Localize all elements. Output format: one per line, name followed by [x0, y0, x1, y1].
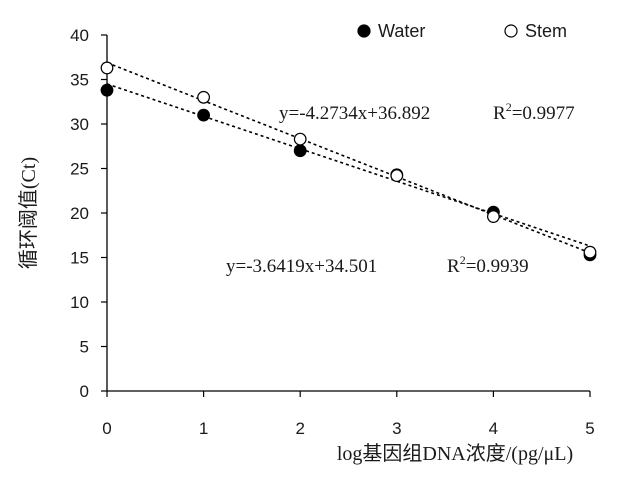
x-axis-title: log基因组DNA浓度/(pg/μL)	[337, 442, 573, 465]
y-tick-label-7: 35	[70, 71, 89, 90]
x-tick-label-4: 4	[489, 419, 498, 438]
y-tick-label-6: 30	[70, 115, 89, 134]
legend-label-water: Water	[378, 21, 425, 41]
tick-labels: 0 5 10 15 20 25 30 35 40 0 1 2 3 4 5	[70, 26, 595, 438]
data-point-stem-2	[293, 132, 307, 146]
y-axis-title: 循环阈值(Ct)	[17, 157, 40, 269]
data-point-stem-4	[487, 210, 500, 223]
stem-trendline-equation: y=-4.2734x+36.892	[279, 103, 430, 124]
legend-marker-stem	[504, 24, 518, 38]
legend-marker-water	[357, 24, 371, 38]
axes	[106, 35, 590, 392]
data-point-stem-3	[390, 169, 404, 183]
water-trendline-equation: y=-3.6419x+34.501	[226, 256, 377, 277]
data-point-water-2	[293, 144, 307, 158]
trendline-equations: y=-4.2734x+36.892 R2=0.9977 y=-3.6419x+3…	[226, 100, 575, 277]
legend-label-stem: Stem	[525, 21, 567, 41]
data-point-stem-1	[197, 90, 211, 104]
data-point-stem-5	[583, 245, 597, 259]
x-tick-label-1: 1	[199, 419, 208, 438]
y-tick-label-8: 40	[70, 26, 89, 45]
y-tick-label-5: 25	[70, 160, 89, 179]
y-tick-label-0: 0	[80, 382, 89, 401]
y-tick-label-2: 10	[70, 293, 89, 312]
x-tick-label-0: 0	[102, 419, 111, 438]
data-point-stem-0	[100, 61, 114, 75]
data-points	[100, 61, 597, 262]
trendlines	[106, 61, 591, 254]
data-point-water-0	[100, 83, 114, 97]
y-tick-label-1: 5	[80, 338, 89, 357]
data-point-water-1	[197, 108, 211, 122]
x-tick-label-5: 5	[585, 419, 594, 438]
x-tick-label-3: 3	[392, 419, 401, 438]
water-trendline-r2: R2=0.9939	[447, 253, 529, 277]
y-tick-label-4: 20	[70, 204, 89, 223]
ticks	[101, 34, 591, 397]
stem-trendline-r2: R2=0.9977	[493, 100, 575, 124]
x-tick-label-2: 2	[295, 419, 304, 438]
legend: Water Stem	[357, 21, 567, 41]
trendline-water	[106, 83, 591, 247]
y-tick-label-3: 15	[70, 249, 89, 268]
trendline-stem	[106, 61, 591, 254]
